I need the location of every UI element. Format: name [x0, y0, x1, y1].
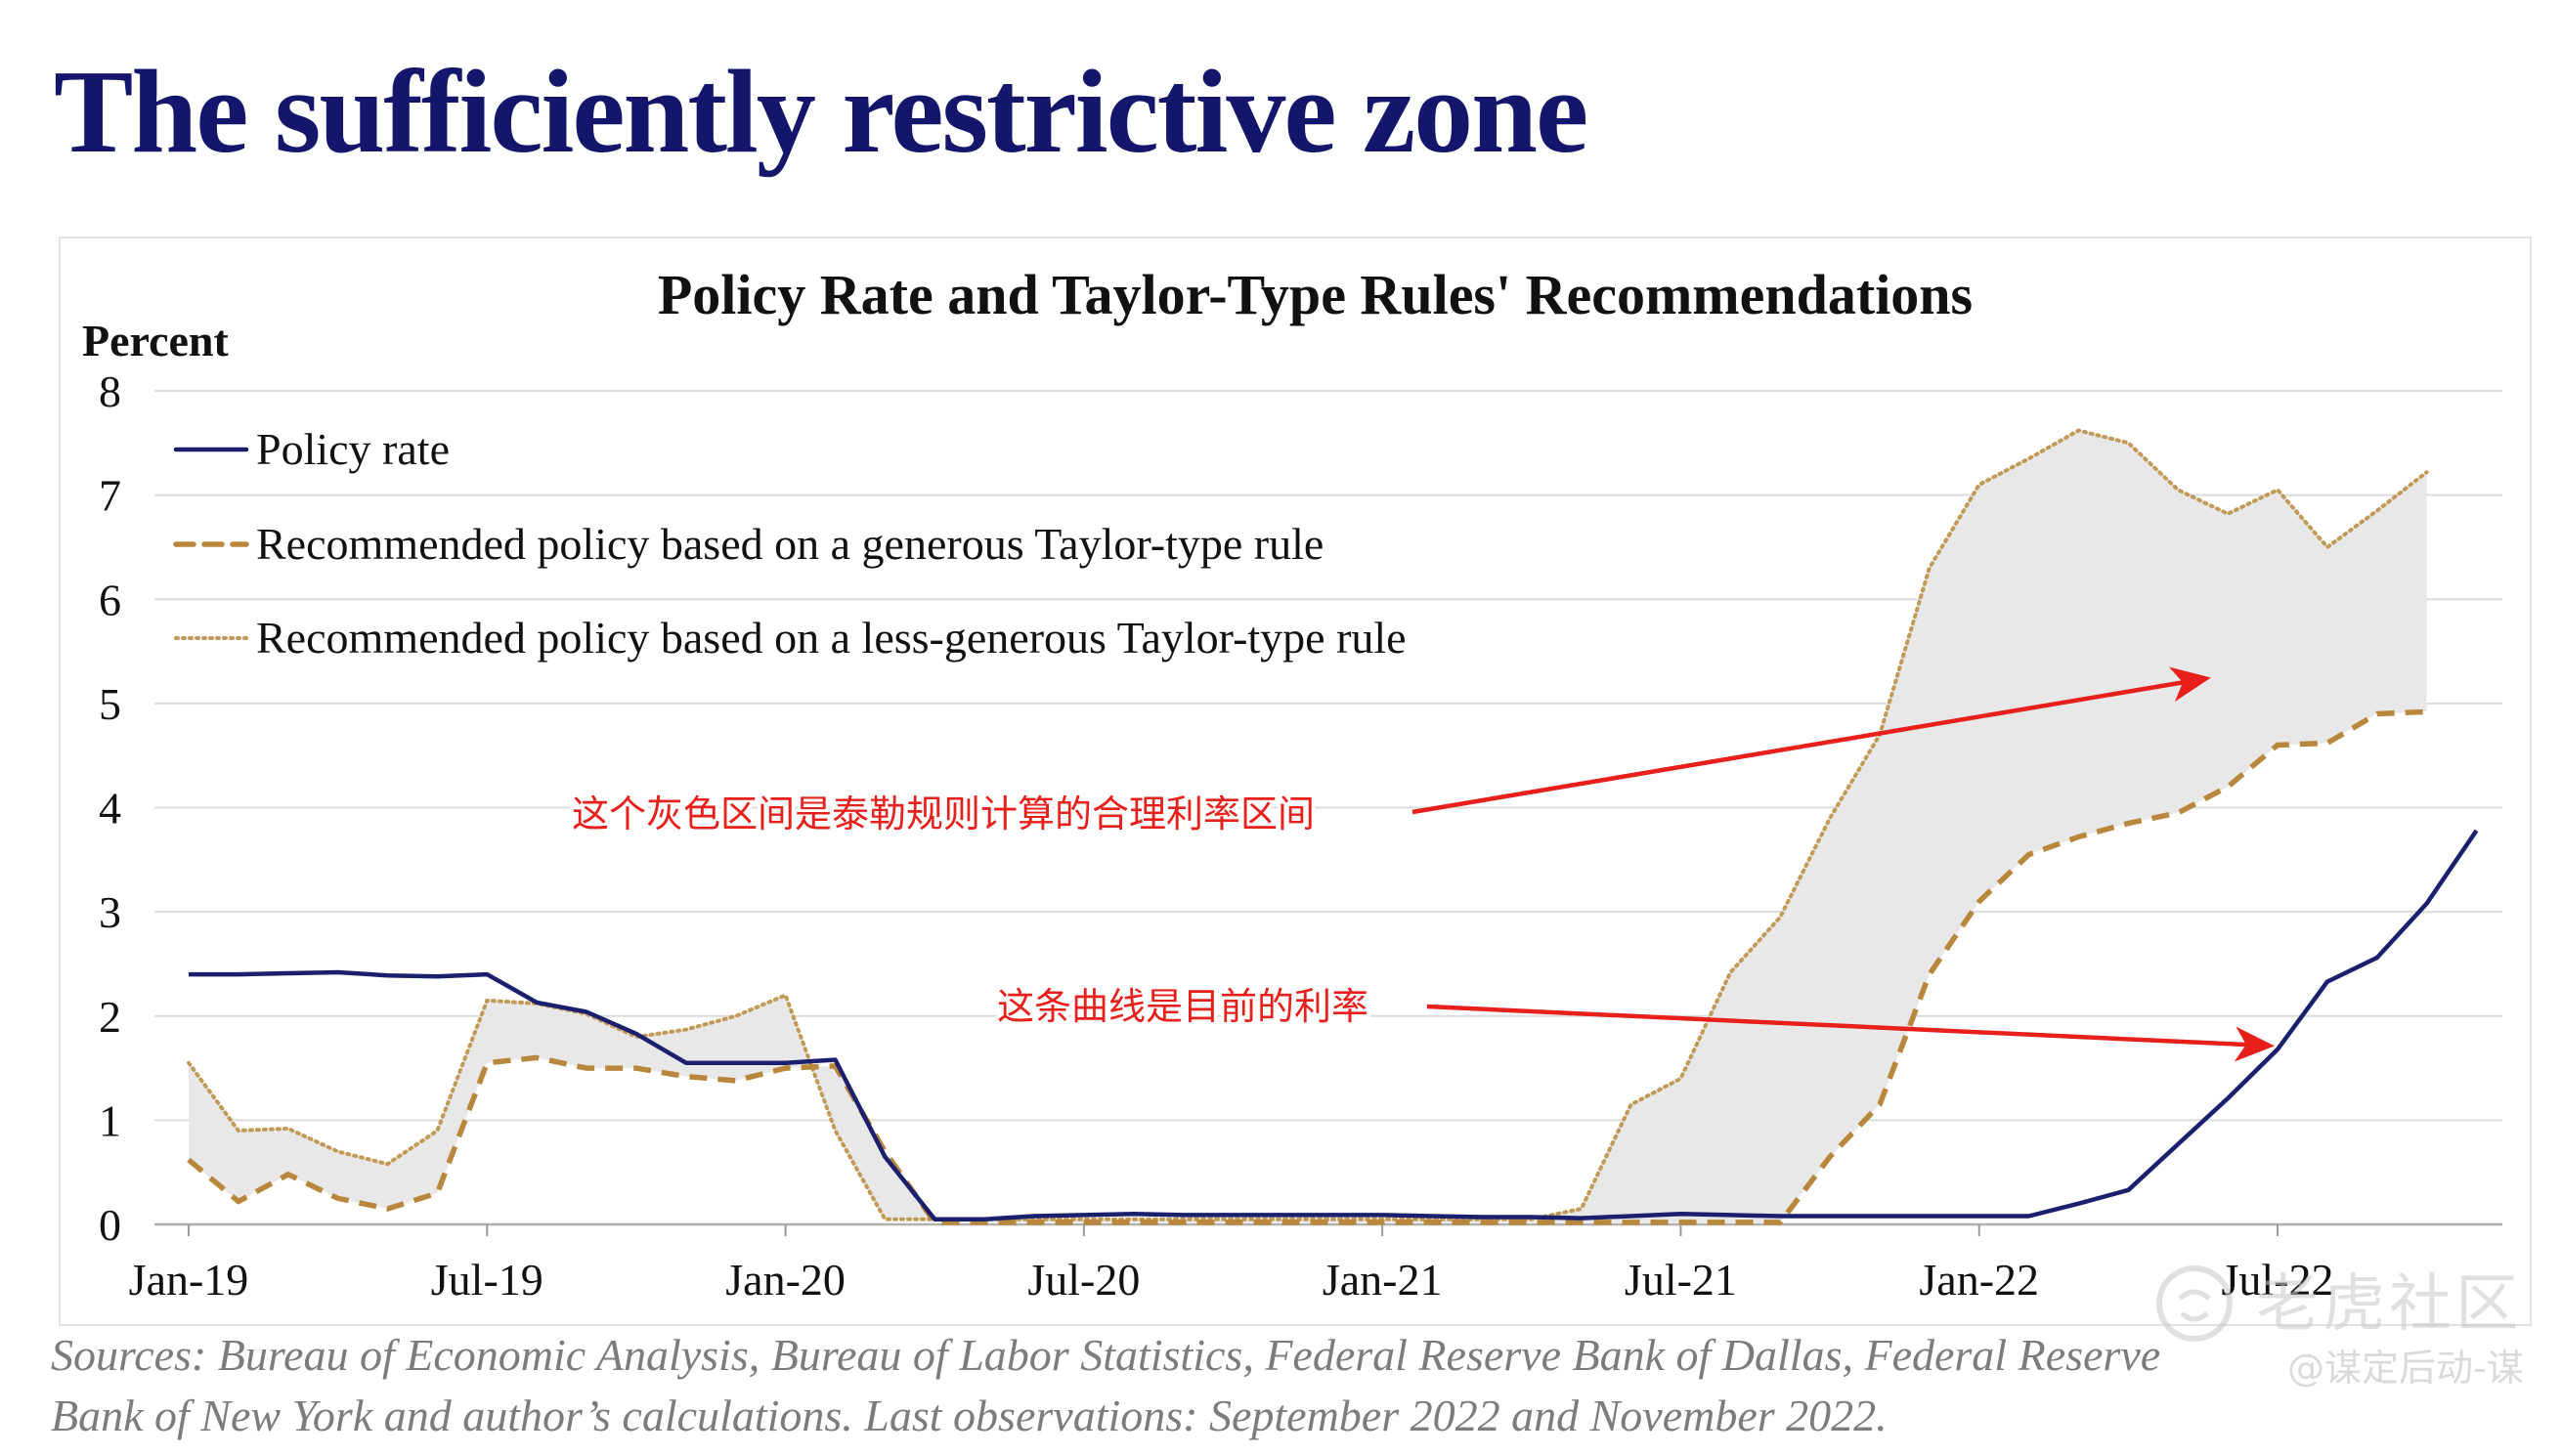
y-tick-label-5: 5	[99, 679, 121, 729]
annotation-arrow-2	[1426, 1004, 2275, 1062]
sources-line-1: Sources: Bureau of Economic Analysis, Bu…	[51, 1330, 2161, 1380]
x-tick-label-Jul-19: Jul-19	[431, 1255, 543, 1305]
x-tick-label-Jan-19: Jan-19	[129, 1255, 249, 1305]
x-tick-label-Jul-20: Jul-20	[1027, 1255, 1140, 1305]
annotation-arrow-1	[1411, 666, 2211, 815]
y-tick-label-7: 7	[99, 471, 121, 521]
watermark-logo-icon	[2156, 1265, 2233, 1342]
x-tick-label-Jul-22: Jul-22	[2222, 1255, 2334, 1305]
y-tick-label-0: 0	[99, 1200, 121, 1250]
y-tick-label-6: 6	[99, 575, 121, 624]
watermark: 老虎社区 @谋定后动-谋	[2150, 1254, 2562, 1390]
annotation-text-2: 这条曲线是目前的利率	[997, 985, 1368, 1028]
annotation-text-1: 这个灰色区间是泰勒规则计算的合理利率区间	[572, 792, 1315, 835]
watermark-handle: @谋定后动-谋	[2287, 1347, 2524, 1390]
y-tick-label-4: 4	[99, 784, 121, 834]
x-tick-label-Jan-20: Jan-20	[725, 1255, 846, 1305]
x-tick-label-Jan-22: Jan-22	[1919, 1255, 2039, 1305]
y-tick-label-8: 8	[99, 366, 121, 416]
legend-label-3: Recommended policy based on a less-gener…	[256, 613, 1407, 663]
chart-frame	[59, 236, 2532, 1326]
y-tick-label-2: 2	[99, 992, 121, 1042]
sources-line-2: Bank of New York and author’s calculatio…	[51, 1391, 1888, 1440]
chart-title: Policy Rate and Taylor-Type Rules' Recom…	[657, 263, 1974, 326]
legend-label-2: Recommended policy based on a generous T…	[256, 519, 1324, 569]
sources-note: Sources: Bureau of Economic Analysis, Bu…	[51, 1325, 2534, 1446]
generous-rule-line	[187, 708, 2427, 1225]
y-tick-label-1: 1	[99, 1095, 121, 1145]
y-axis-label: Percent	[82, 316, 229, 365]
policy-rate-line	[189, 829, 2479, 1221]
x-tick-label-Jul-21: Jul-21	[1625, 1255, 1737, 1305]
legend-label-1: Policy rate	[256, 424, 450, 474]
y-tick-label-3: 3	[99, 887, 121, 937]
slide-title: The sufficiently restrictive zone	[54, 46, 1588, 178]
x-tick-label-Jan-21: Jan-21	[1323, 1255, 1443, 1305]
watermark-text: 老虎社区	[2256, 1268, 2522, 1341]
taylor-rule-range-band	[189, 430, 2427, 1222]
